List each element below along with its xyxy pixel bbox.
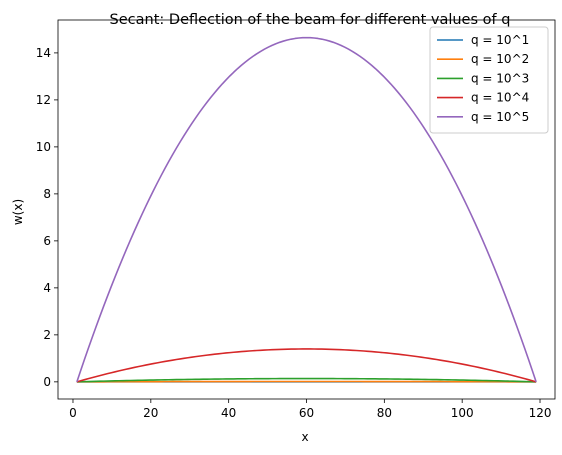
legend-label: q = 10^2 [471, 52, 529, 66]
y-tick-label: 10 [36, 140, 51, 154]
x-tick-label: 20 [143, 406, 158, 420]
legend-box [429, 26, 549, 134]
y-tick-label: 4 [43, 281, 51, 295]
y-axis: 0 2 4 6 8 10 12 14 [36, 46, 58, 389]
x-tick-label: 60 [299, 406, 314, 420]
x-tick-label: 80 [377, 406, 392, 420]
y-tick-label: 12 [36, 93, 51, 107]
x-tick-label: 40 [221, 406, 236, 420]
y-tick-label: 2 [43, 328, 51, 342]
legend-label: q = 10^3 [471, 71, 529, 85]
series-line-5 [76, 36, 537, 383]
x-tick-label: 0 [69, 406, 77, 420]
y-tick-label: 8 [43, 187, 51, 201]
y-axis-label: w(x) [11, 199, 25, 225]
y-tick-label: 14 [36, 46, 51, 60]
y-tick-label: 6 [43, 234, 51, 248]
x-axis-label: x [301, 430, 308, 444]
series-line-4 [76, 348, 537, 383]
legend: q = 10^1 q = 10^2 q = 10^3 q = 10^4 q = 10^5 [429, 26, 549, 134]
legend-label: q = 10^1 [471, 33, 529, 47]
y-tick-label: 0 [43, 375, 51, 389]
series-line-3 [76, 377, 537, 383]
x-tick-label: 120 [529, 406, 552, 420]
legend-label: q = 10^5 [471, 110, 529, 124]
x-tick-label: 100 [451, 406, 474, 420]
x-axis: 0 20 40 60 80 100 120 [69, 399, 551, 420]
legend-label: q = 10^4 [471, 91, 529, 105]
plot-lines [76, 36, 537, 383]
